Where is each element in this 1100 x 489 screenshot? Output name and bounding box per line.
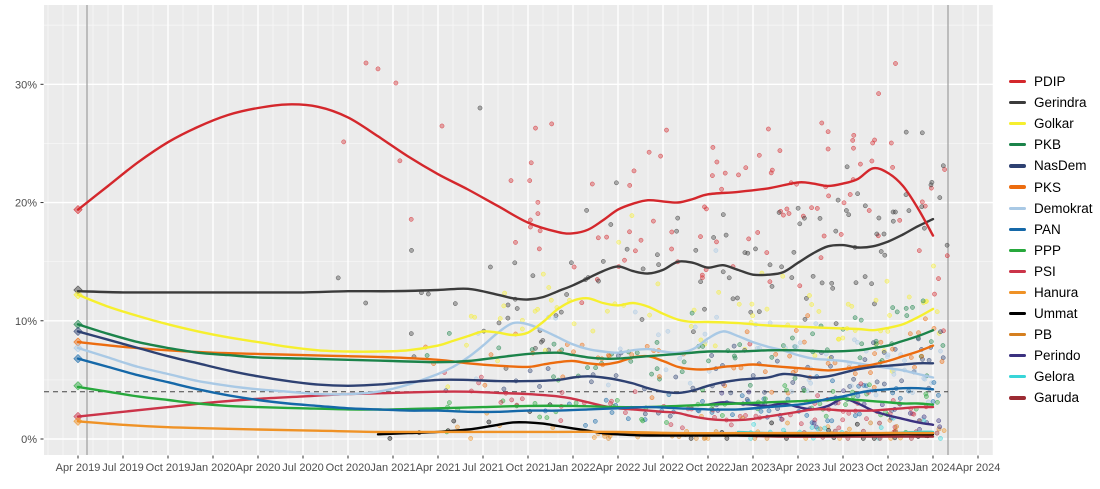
legend-line-swatch-icon — [1009, 311, 1026, 316]
x-tick-label: Jul 2020 — [282, 462, 324, 474]
legend-line-swatch-icon — [1009, 206, 1026, 210]
x-tick-label: Apr 2019 — [56, 462, 101, 474]
legend-label: Gelora — [1034, 369, 1075, 385]
x-tick-label: Jan 2021 — [370, 462, 415, 474]
legend-label: Perindo — [1034, 348, 1081, 364]
legend-label: Ummat — [1034, 306, 1078, 322]
legend-line-swatch-icon — [1009, 227, 1026, 231]
legend-item-demokrat: Demokrat — [1009, 198, 1093, 219]
y-tick-label: 10% — [15, 316, 37, 328]
legend-label: NasDem — [1034, 158, 1087, 174]
y-tick-label: 30% — [15, 79, 37, 91]
legend-item-psi: PSI — [1009, 261, 1093, 282]
legend-item-pdip: PDIP — [1009, 71, 1093, 92]
x-tick-label: Jan 2020 — [190, 462, 235, 474]
legend-item-pb: PB — [1009, 324, 1093, 345]
x-tick-label: Oct 2020 — [326, 462, 371, 474]
x-tick-label: Apr 2023 — [776, 462, 821, 474]
trend-line-golkar — [76, 293, 935, 353]
legend-label: Golkar — [1034, 116, 1074, 132]
event-vlines — [86, 5, 949, 455]
legend-line-swatch-icon — [1009, 101, 1026, 105]
x-tick-label: Oct 2021 — [506, 462, 551, 474]
chart-legend: PDIP Gerindra Golkar PKB NasDem PKS Demokrat PA… — [1009, 71, 1093, 409]
legend-item-ppp: PPP — [1009, 240, 1093, 261]
legend-item-gelora: Gelora — [1009, 366, 1093, 387]
x-tick-label: Jan 2022 — [550, 462, 595, 474]
legend-line-swatch-icon — [1009, 269, 1026, 273]
trend-line-nasdem — [76, 330, 935, 395]
x-tick-label: Jan 2023 — [730, 462, 775, 474]
legend-line-swatch-icon — [1009, 143, 1026, 147]
legend-line-swatch-icon — [1009, 290, 1026, 295]
legend-line-swatch-icon — [1009, 354, 1026, 358]
trend-lines — [76, 103, 935, 438]
x-tick-label: Apr 2020 — [236, 462, 281, 474]
legend-label: Gerindra — [1034, 95, 1087, 111]
axis-labels: Apr 2019 Jul 2019 Oct 2019 Jan 2020 Apr 2020… — [15, 79, 1000, 474]
trend-line-gerindra — [76, 217, 935, 301]
legend-line-swatch-icon — [1009, 79, 1026, 84]
x-tick-label: Jan 2024 — [910, 462, 955, 474]
legend-line-swatch-icon — [1009, 396, 1026, 400]
y-tick-label: 20% — [15, 198, 37, 210]
legend-line-swatch-icon — [1009, 375, 1026, 379]
trend-line-hanura — [76, 420, 935, 435]
legend-label: Hanura — [1034, 284, 1079, 300]
x-tick-label: Jul 2021 — [462, 462, 504, 474]
legend-label: PDIP — [1034, 74, 1066, 90]
legend-label: Demokrat — [1034, 200, 1093, 216]
legend-item-pan: PAN — [1009, 219, 1093, 240]
trend-line-pkb — [76, 323, 935, 364]
legend-item-nasdem: NasDem — [1009, 155, 1093, 176]
legend-item-pks: PKS — [1009, 176, 1093, 197]
legend-item-perindo: Perindo — [1009, 345, 1093, 366]
x-tick-label: Jul 2019 — [102, 462, 144, 474]
legend-label: PB — [1034, 327, 1053, 343]
legend-item-hanura: Hanura — [1009, 282, 1093, 303]
legend-item-pkb: PKB — [1009, 134, 1093, 155]
x-tick-label: Apr 2022 — [596, 462, 641, 474]
legend-label: PPP — [1034, 242, 1062, 258]
x-tick-label: Oct 2023 — [866, 462, 911, 474]
x-tick-label: Jul 2023 — [822, 462, 864, 474]
legend-line-swatch-icon — [1009, 185, 1026, 189]
x-tick-label: Oct 2022 — [686, 462, 731, 474]
trend-line-demokrat — [76, 321, 935, 396]
x-tick-label: Apr 2021 — [416, 462, 461, 474]
legend-label: Garuda — [1034, 390, 1080, 406]
legend-line-swatch-icon — [1009, 333, 1026, 337]
x-tick-label: Apr 2024 — [956, 462, 1001, 474]
trend-line-pdip — [76, 103, 935, 237]
x-tick-label: Oct 2019 — [146, 462, 191, 474]
legend-label: PKB — [1034, 137, 1062, 153]
legend-item-golkar: Golkar — [1009, 113, 1093, 134]
legend-item-ummat: Ummat — [1009, 303, 1093, 324]
trend-line-pan — [76, 357, 935, 414]
y-tick-label: 0% — [21, 434, 37, 446]
legend-label: PKS — [1034, 179, 1062, 195]
legend-line-swatch-icon — [1009, 164, 1026, 168]
trend-line-ummat — [376, 421, 935, 437]
x-tick-label: Jul 2022 — [642, 462, 684, 474]
legend-item-gerindra: Gerindra — [1009, 92, 1093, 113]
legend-item-garuda: Garuda — [1009, 387, 1093, 408]
legend-label: PAN — [1034, 221, 1061, 237]
legend-line-swatch-icon — [1009, 248, 1026, 252]
legend-label: PSI — [1034, 263, 1056, 279]
legend-line-swatch-icon — [1009, 122, 1026, 126]
